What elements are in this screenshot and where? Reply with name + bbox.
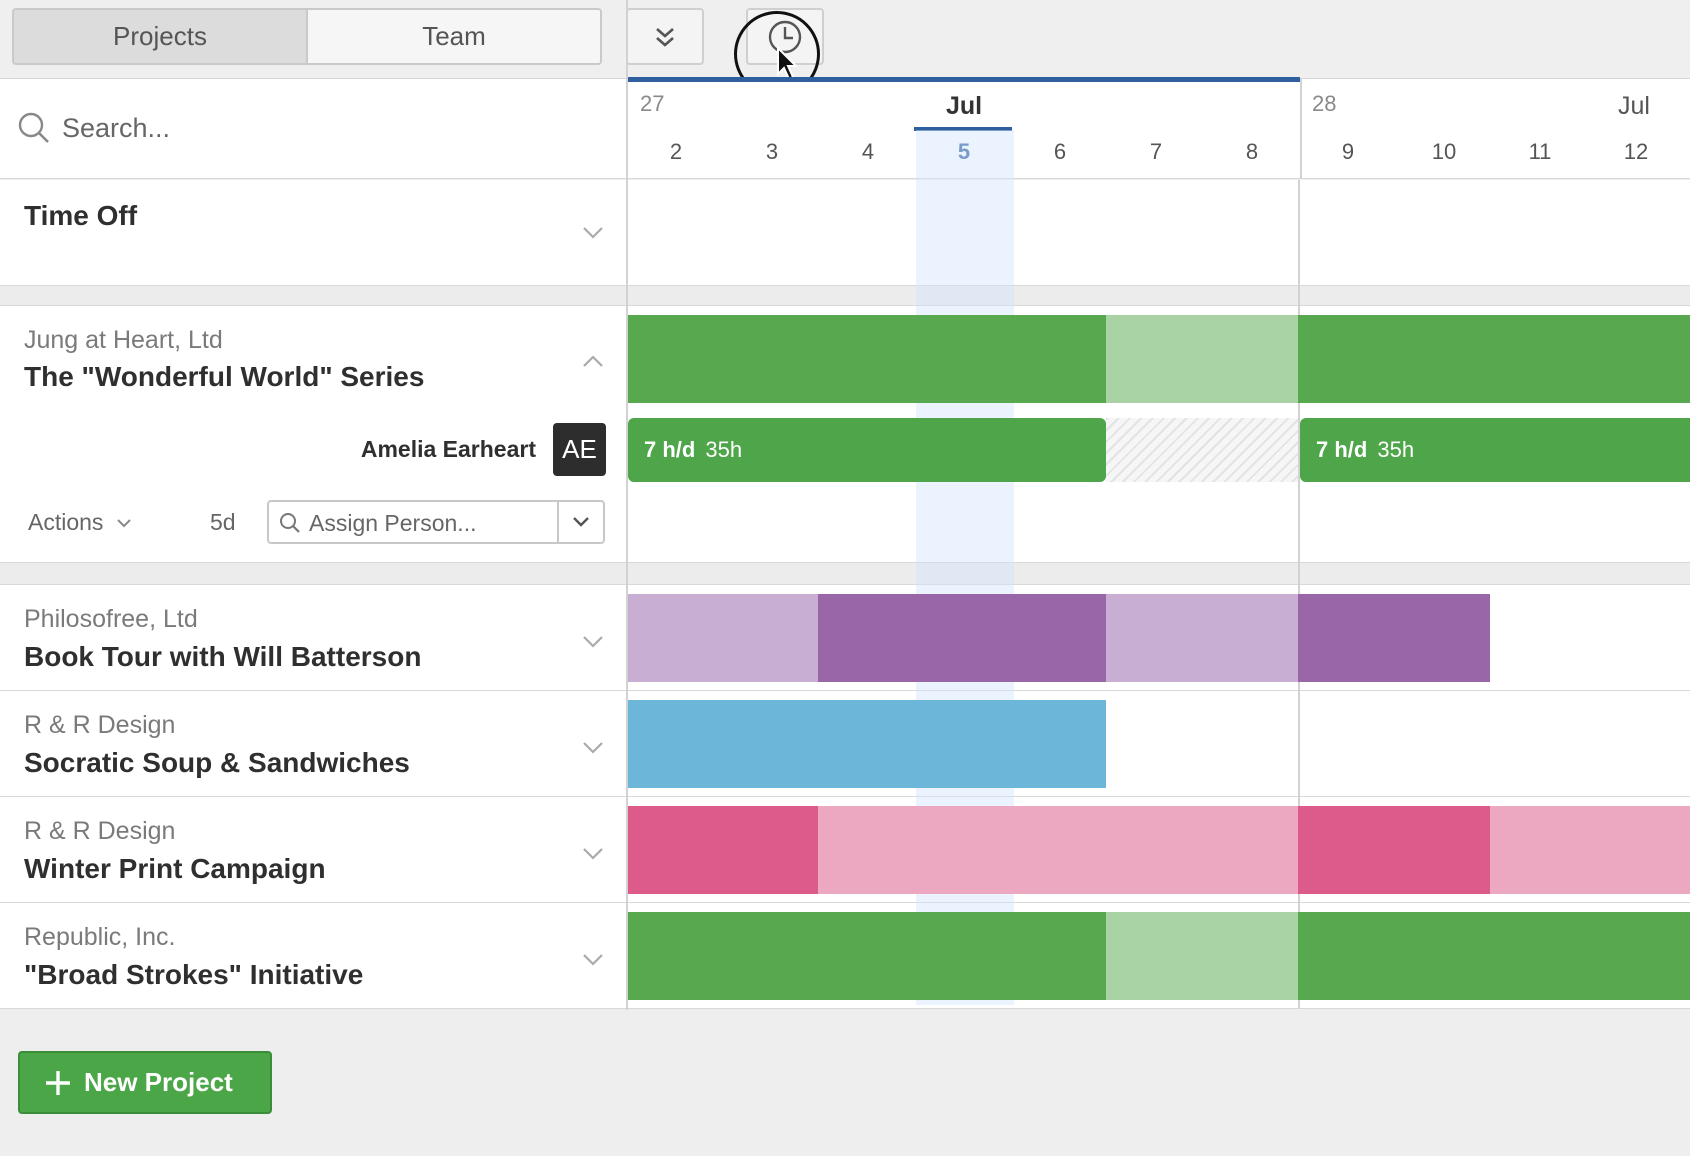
time-off-label: Time Off [24,200,138,231]
weekend-hatch [1106,418,1298,482]
chevron-down-icon[interactable] [582,635,604,649]
week-divider [1300,79,1302,179]
schedule-bar[interactable] [818,594,1106,682]
allocation-bar[interactable]: 7 h/d 35h [1300,418,1690,482]
new-project-label: New Project [84,1067,233,1097]
month-label: Jul [946,92,983,120]
project-name: Book Tour with Will Batterson [24,641,422,672]
schedule-bar[interactable] [1298,315,1690,403]
schedule-bar-light[interactable] [628,594,818,682]
schedule-bar[interactable] [1298,912,1690,1000]
double-chevron-down-icon [656,27,674,47]
chevron-down-icon[interactable] [116,518,132,528]
day-label: 8 [1245,139,1259,164]
day-label: 3 [765,139,779,164]
current-week-indicator [628,77,1300,82]
allocation-total: 35h [1377,437,1415,462]
day-label: 12 [1623,139,1649,164]
avatar[interactable]: AE [553,423,606,476]
chevron-up-icon[interactable] [582,354,604,368]
time-off-row: Time Off [0,180,1690,286]
panel-divider [626,0,628,1010]
day-label: 9 [1341,139,1355,164]
assign-dropdown-button[interactable] [557,502,603,542]
schedule-bar-weekend[interactable] [1106,315,1298,403]
today-underline [914,127,1012,131]
schedule-bar[interactable] [1298,594,1490,682]
section-gap [0,286,1690,306]
schedule-bar[interactable] [628,700,1106,788]
day-label: 11 [1528,139,1552,164]
schedule-bar-light[interactable] [1490,806,1690,894]
tab-team[interactable]: Team [308,10,600,63]
assign-person-input[interactable] [309,508,549,538]
client-name: R & R Design [24,711,176,739]
assign-person-field[interactable] [267,500,605,544]
client-name: Jung at Heart, Ltd [24,326,223,354]
day-label: 2 [669,139,683,164]
schedule-bar[interactable] [628,315,1106,403]
top-toolbar: Projects Team [0,0,1690,97]
timeline-header: 27 Jul 28 Jul 2 3 4 5 6 7 8 9 10 11 12 [628,77,1690,179]
plus-icon [46,1071,70,1095]
chevron-down-icon[interactable] [582,847,604,861]
client-name: Republic, Inc. [24,923,176,951]
chevron-down-icon [573,517,589,527]
duration-label: 5d [210,509,236,535]
client-name: Philosofree, Ltd [24,605,198,633]
search-bar [0,79,626,179]
schedule-bar-light[interactable] [818,806,1298,894]
project-name: The "Wonderful World" Series [24,361,425,392]
project-name: Winter Print Campaign [24,853,326,884]
week-number: 27 [640,91,665,116]
day-label-today: 5 [957,139,971,164]
collapse-all-button[interactable] [626,8,704,65]
search-icon [280,513,300,533]
schedule-bar[interactable] [1298,806,1490,894]
view-toggle: Projects Team [12,8,602,65]
day-label: 4 [861,139,875,164]
schedule-bar[interactable] [628,912,1106,1000]
project-name: Socratic Soup & Sandwiches [24,747,410,778]
chevron-down-icon[interactable] [582,741,604,755]
day-label: 10 [1431,139,1457,164]
month-label: Jul [1618,92,1650,120]
new-project-button[interactable]: New Project [18,1051,272,1114]
chevron-down-icon[interactable] [582,226,604,240]
day-label: 6 [1053,139,1067,164]
schedule-bar[interactable] [628,806,818,894]
allocation-rate: 7 h/d [644,437,696,462]
section-gap [0,563,1690,585]
chevron-down-icon[interactable] [582,953,604,967]
project-list [0,79,626,1010]
client-name: R & R Design [24,817,176,845]
allocation-bar[interactable]: 7 h/d 35h [628,418,1106,482]
week-number: 28 [1312,91,1337,116]
schedule-bar-weekend[interactable] [1106,912,1298,1000]
schedule-bar-light[interactable] [1106,594,1298,682]
person-name: Amelia Earheart [360,436,536,462]
tab-projects[interactable]: Projects [14,10,308,63]
project-name: "Broad Strokes" Initiative [24,959,364,990]
allocation-total: 35h [705,437,743,462]
search-icon [18,112,49,143]
allocation-rate: 7 h/d [1316,437,1368,462]
search-input[interactable] [62,107,602,149]
day-label: 7 [1149,139,1163,164]
actions-dropdown[interactable]: Actions [28,509,104,535]
